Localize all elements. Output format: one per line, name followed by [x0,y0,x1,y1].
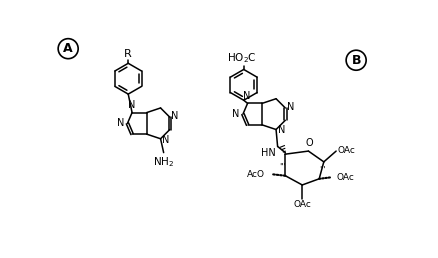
Text: OAc: OAc [336,173,354,182]
Text: A: A [64,42,73,55]
Text: OAc: OAc [293,200,311,209]
Text: N: N [117,118,124,128]
Text: HN: HN [261,148,276,158]
Text: N: N [278,125,285,135]
Text: N: N [162,134,170,144]
Text: ''': ''' [320,166,326,175]
Text: N: N [243,91,251,101]
Text: R: R [124,49,132,59]
Text: O: O [305,138,313,148]
Text: AcO: AcO [247,170,265,179]
Text: HO$_2$C: HO$_2$C [227,51,257,65]
Text: N: N [171,111,179,122]
Text: NH$_2$: NH$_2$ [153,155,174,169]
Text: ''': ''' [279,163,286,172]
Text: N: N [233,109,240,119]
Text: N: N [287,102,294,112]
Text: B: B [351,54,361,67]
Text: N: N [127,100,135,110]
Text: OAc: OAc [338,146,356,155]
